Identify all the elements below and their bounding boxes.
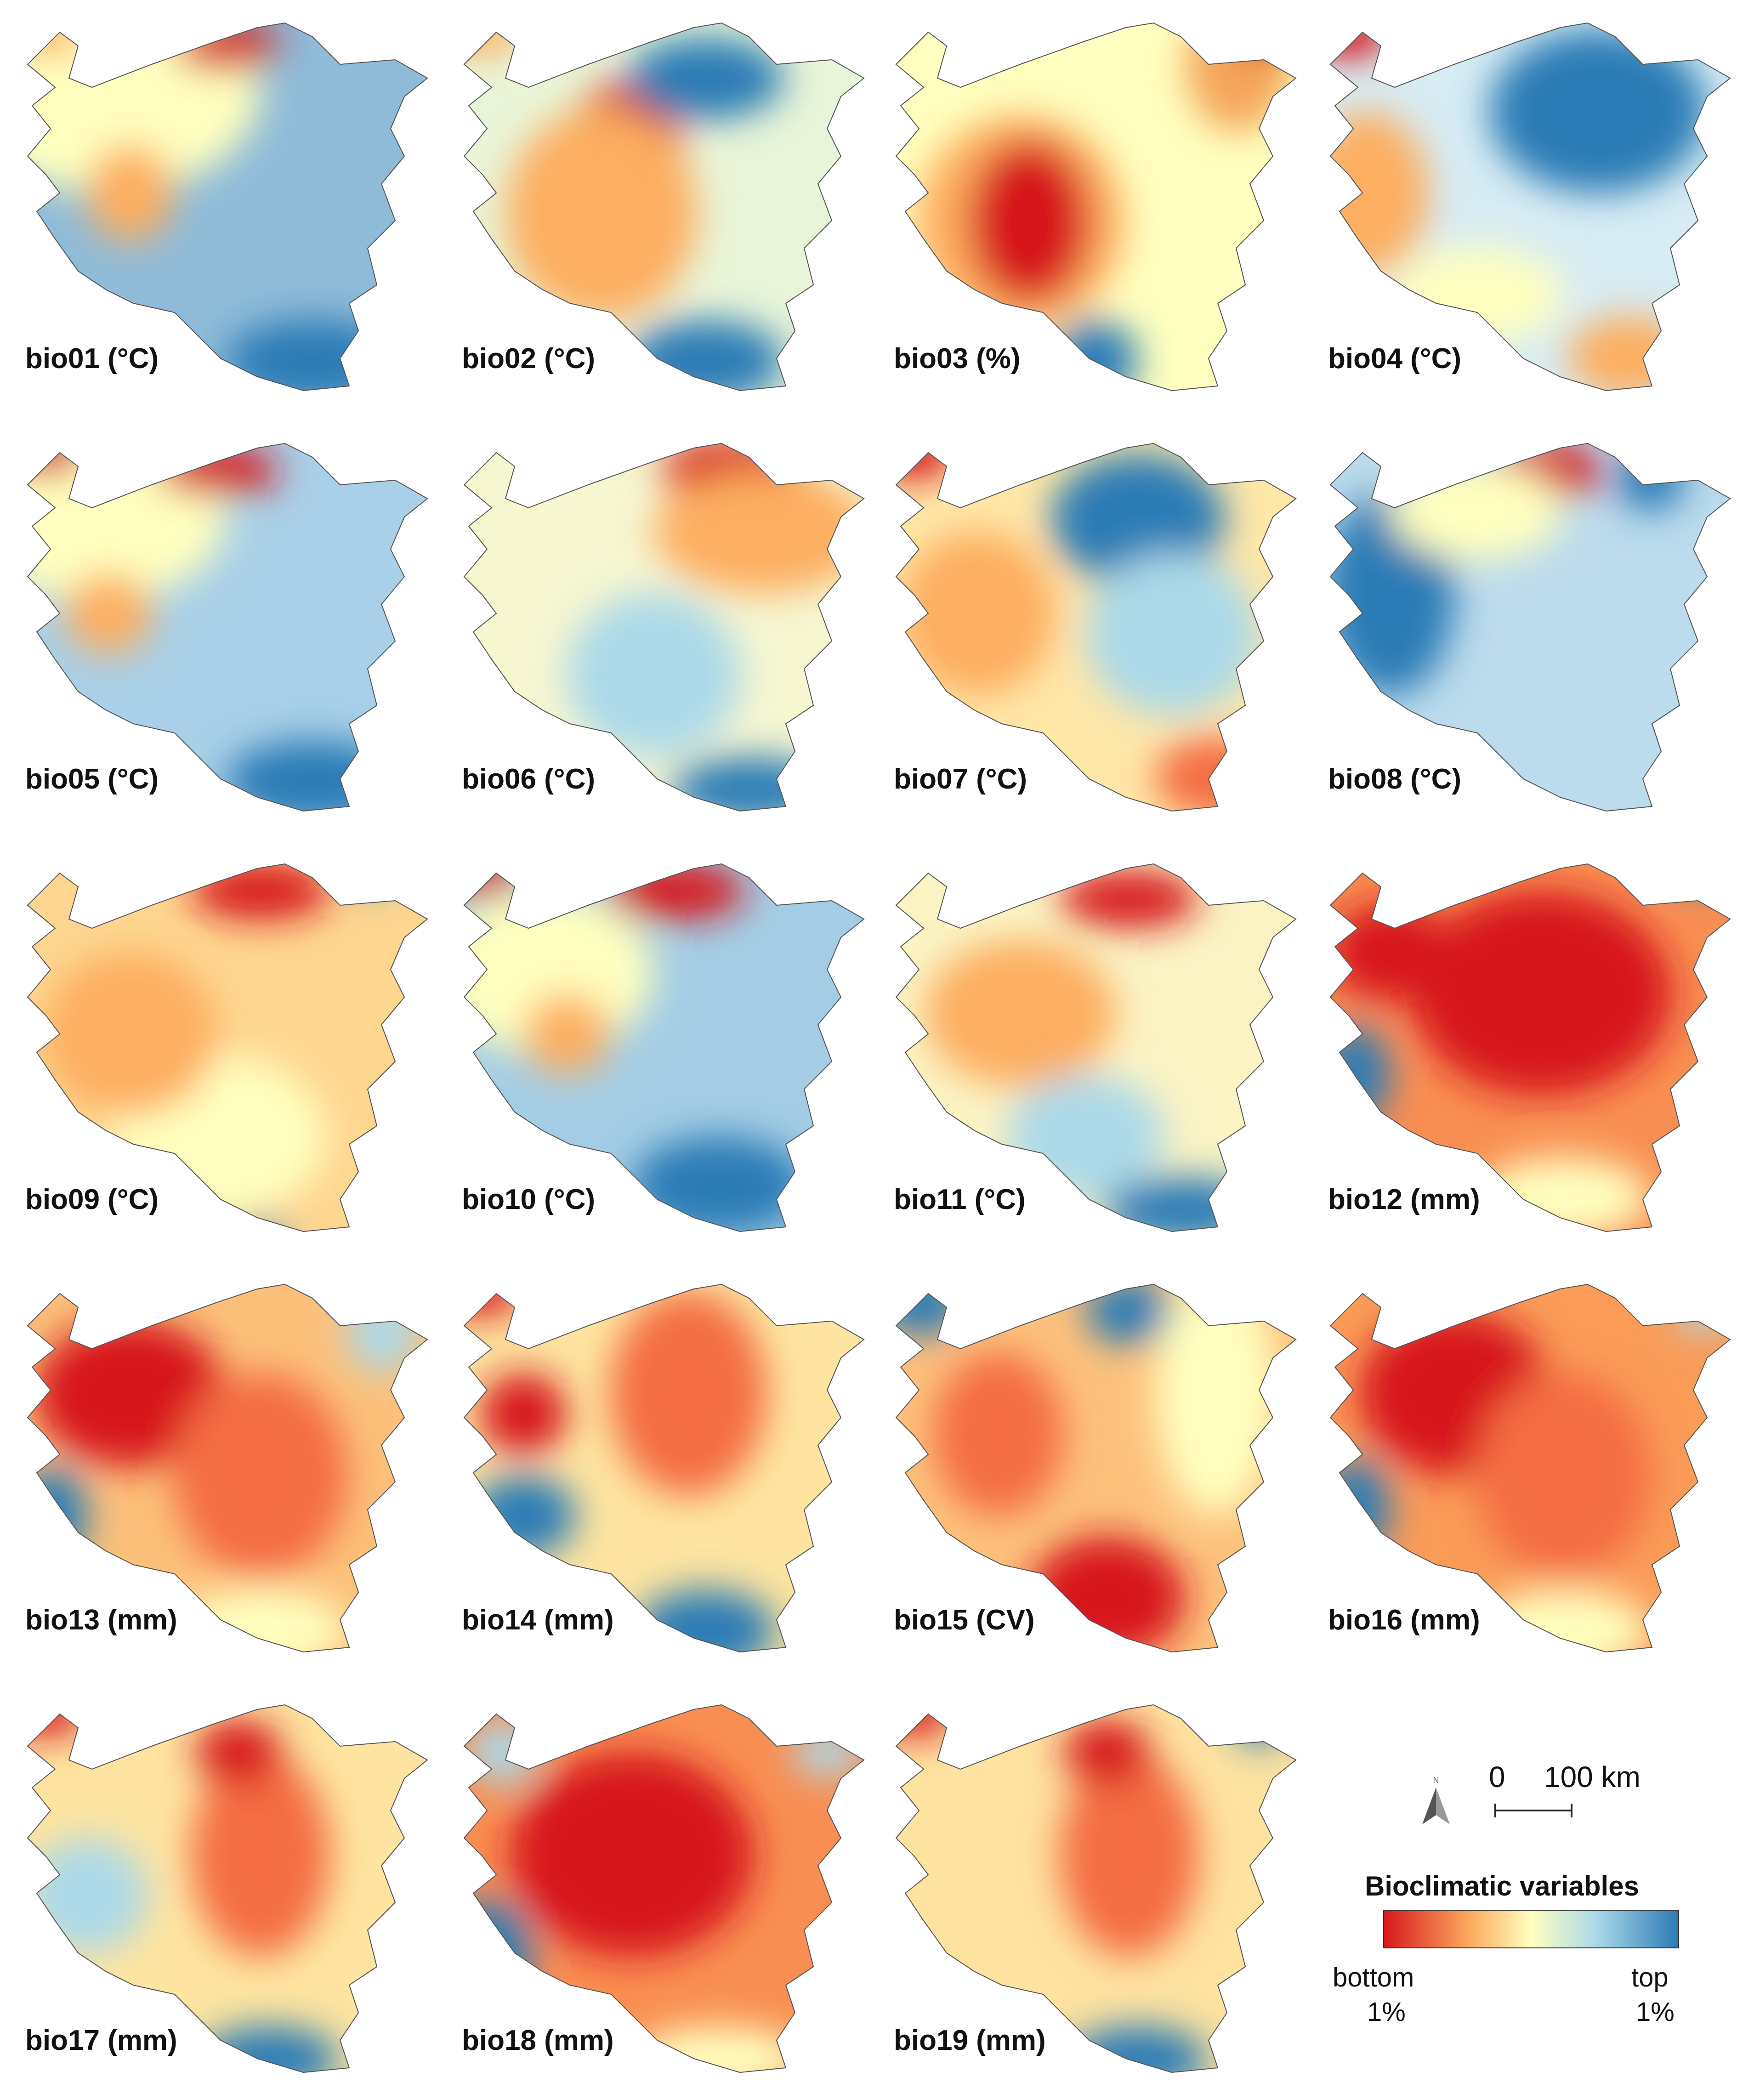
panel-label: bio19 (mm) — [894, 2025, 1046, 2056]
panel-label: bio18 (mm) — [462, 2025, 614, 2056]
map-panel: bio17 (mm) — [0, 1691, 434, 2100]
map-panel: bio11 (°C) — [868, 850, 1303, 1259]
panel-label: bio09 (°C) — [25, 1184, 159, 1215]
map-panel: bio03 (%) — [868, 9, 1303, 418]
panel-label: bio03 (%) — [894, 343, 1021, 375]
panel-label: bio01 (°C) — [25, 343, 159, 375]
map-panel: bio04 (°C) — [1303, 9, 1737, 418]
panel-label: bio04 (°C) — [1328, 343, 1462, 375]
panel-label: bio16 (mm) — [1328, 1604, 1480, 1636]
map-panel: bio09 (°C) — [0, 850, 434, 1259]
bioclimatic-map — [895, 443, 1297, 812]
scale-bar — [1494, 1804, 1572, 1817]
panel-label: bio15 (CV) — [894, 1604, 1035, 1636]
bioclimatic-map — [27, 22, 428, 392]
map-panel: bio18 (mm) — [437, 1691, 871, 2100]
bioclimatic-map — [895, 1283, 1297, 1653]
panel-label: bio11 (°C) — [894, 1184, 1026, 1215]
panel-label: bio02 (°C) — [462, 343, 596, 375]
panel-label: bio17 (mm) — [25, 2025, 177, 2056]
bioclimatic-map — [27, 863, 428, 1232]
map-panel: bio10 (°C) — [437, 850, 871, 1259]
map-panel: bio02 (°C) — [437, 9, 871, 418]
panel-label: bio13 (mm) — [25, 1604, 177, 1636]
bioclimatic-map — [463, 443, 865, 812]
bioclimatic-map — [463, 863, 865, 1232]
bioclimatic-map — [27, 443, 428, 812]
scale-zero-label: 0 — [1489, 1760, 1505, 1794]
legend-high-percent: 1% — [1636, 1997, 1675, 2027]
panel-label: bio08 (°C) — [1328, 763, 1462, 795]
bioclimatic-map — [463, 1283, 865, 1653]
map-panel: bio06 (°C) — [437, 430, 871, 839]
bioclimatic-map — [463, 1704, 865, 2073]
bioclimatic-map — [1329, 863, 1731, 1232]
svg-text:N: N — [1433, 1776, 1439, 1785]
bioclimatic-map — [895, 1704, 1297, 2073]
bioclimatic-map — [1329, 443, 1731, 812]
north-arrow-icon: N — [1422, 1776, 1450, 1824]
panel-label: bio12 (mm) — [1328, 1184, 1480, 1215]
bioclimatic-map — [895, 22, 1297, 392]
map-panel: bio07 (°C) — [868, 430, 1303, 839]
map-panel: bio05 (°C) — [0, 430, 434, 839]
map-panel: bio15 (CV) — [868, 1271, 1303, 1680]
map-panel: bio12 (mm) — [1303, 850, 1737, 1259]
panel-label: bio10 (°C) — [462, 1184, 596, 1215]
bioclimatic-map — [1329, 1283, 1731, 1653]
bioclimatic-map — [463, 22, 865, 392]
panel-label: bio07 (°C) — [894, 763, 1027, 795]
map-panel: bio16 (mm) — [1303, 1271, 1737, 1680]
scale-distance-label: 100 km — [1544, 1760, 1640, 1794]
map-panel: bio14 (mm) — [437, 1271, 871, 1680]
bioclimatic-map — [1329, 22, 1731, 392]
map-panel: bio13 (mm) — [0, 1271, 434, 1680]
legend-color-ramp — [1383, 1910, 1679, 1948]
bioclimatic-map — [27, 1283, 428, 1653]
map-panel: bio19 (mm) — [868, 1691, 1303, 2100]
bioclimatic-map — [895, 863, 1297, 1232]
bioclimatic-map — [27, 1704, 428, 2073]
legend-area: N 0 100 km Bioclimatic variables bottom … — [1323, 1746, 1728, 2068]
legend-high-label: top — [1631, 1963, 1669, 1992]
map-panel: bio01 (°C) — [0, 9, 434, 418]
panel-label: bio14 (mm) — [462, 1604, 614, 1636]
legend-title: Bioclimatic variables — [1365, 1871, 1639, 1901]
panel-label: bio05 (°C) — [25, 763, 159, 795]
panel-label: bio06 (°C) — [462, 763, 596, 795]
legend-low-percent: 1% — [1367, 1997, 1406, 2027]
legend-low-label: bottom — [1333, 1963, 1414, 1992]
map-panel: bio08 (°C) — [1303, 430, 1737, 839]
